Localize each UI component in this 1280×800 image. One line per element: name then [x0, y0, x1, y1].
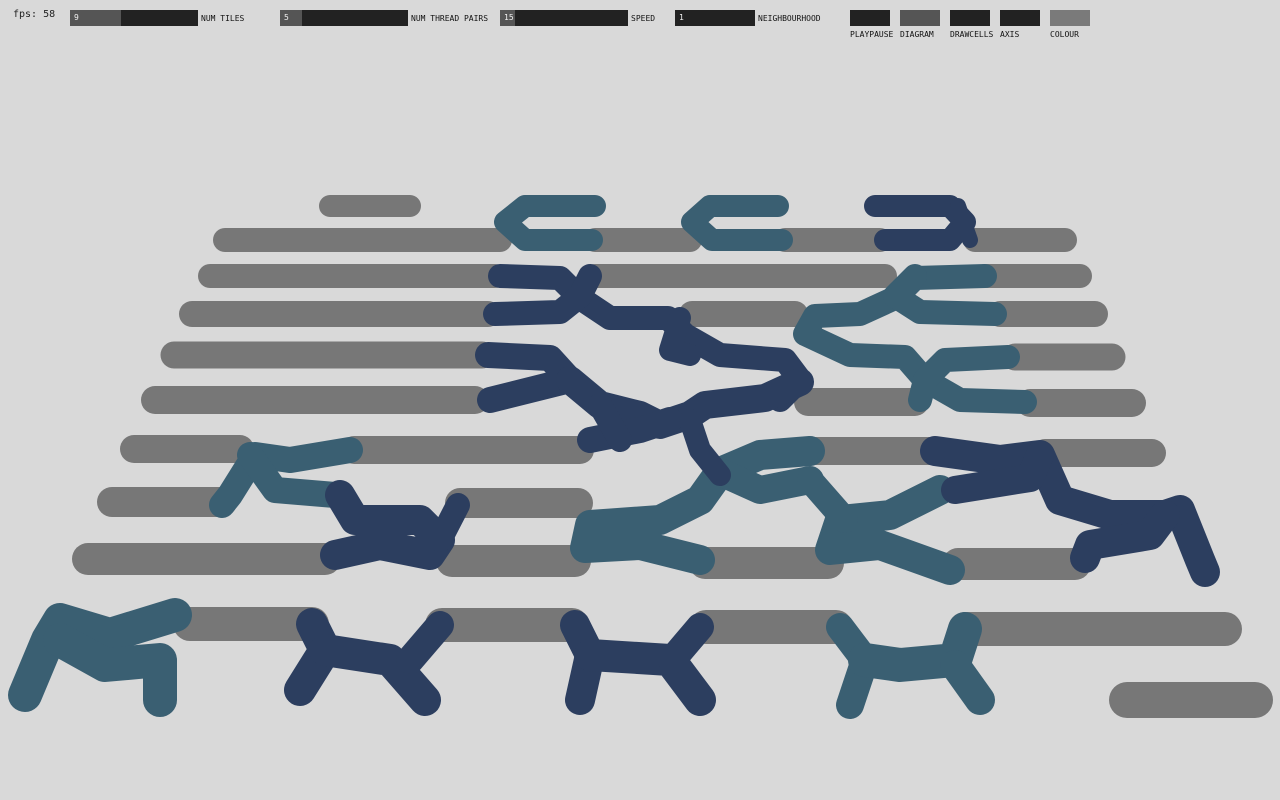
crossing-thread	[679, 409, 731, 486]
crossing-thread	[797, 467, 858, 533]
drawcells-label: DRAWCELLS	[950, 30, 994, 39]
slider-fill	[70, 10, 121, 26]
crossing-thread	[483, 264, 602, 326]
num-thread-pairs-slider[interactable]: 5	[280, 10, 408, 26]
colour-toggle[interactable]	[1050, 10, 1090, 26]
crossing-thread	[570, 436, 825, 575]
axis-label: AXIS	[1000, 30, 1020, 39]
crossing-thread	[1070, 500, 1180, 573]
slider-value: 1	[679, 13, 684, 22]
neighbourhood-label: NEIGHBOURHOOD	[758, 14, 821, 23]
crossing-thread	[309, 634, 441, 716]
crossing-thread	[428, 493, 470, 552]
crossing-thread	[920, 436, 1220, 587]
crossing-thread	[658, 613, 714, 674]
neighbourhood-slider[interactable]: 1	[675, 10, 755, 26]
num-tiles-slider[interactable]: 9	[70, 10, 198, 26]
crossing-thread	[681, 195, 793, 251]
crossing-thread	[237, 442, 348, 508]
crossing-thread	[908, 345, 1020, 412]
crossing-thread	[588, 393, 632, 452]
slider-value: 5	[284, 13, 289, 22]
diagram-toggle[interactable]	[900, 10, 940, 26]
crossing-thread	[494, 195, 606, 251]
crossing-thread	[43, 623, 177, 717]
crossing-thread	[815, 475, 965, 585]
num-tiles-label: NUM TILES	[201, 14, 245, 23]
fps-readout: fps: 58	[13, 9, 56, 20]
crossing-thread	[848, 612, 982, 682]
diagram-label: DIAGRAM	[900, 30, 934, 39]
playpause-label: PLAYPAUSE	[850, 30, 894, 39]
grey-threads	[72, 195, 1273, 718]
colour-label: COLOUR	[1050, 30, 1079, 39]
crossing-thread	[941, 441, 1054, 504]
crossing-thread	[659, 307, 701, 366]
slider-fill	[500, 10, 515, 26]
crossing-thread	[883, 264, 1007, 326]
crossing-thread	[940, 650, 995, 715]
crossing-thread	[475, 342, 583, 413]
drawcells-toggle[interactable]	[950, 10, 990, 26]
speed-slider[interactable]: 15	[500, 10, 628, 26]
crossing-thread	[396, 611, 454, 674]
speed-label: SPEED	[631, 14, 656, 23]
crossing-thread	[320, 480, 455, 570]
crossing-thread	[8, 598, 192, 712]
crossing-thread	[706, 458, 824, 504]
axis-toggle[interactable]	[1000, 10, 1040, 26]
teal-threads	[8, 195, 1037, 719]
slider-value: 9	[74, 13, 79, 22]
navy-threads	[284, 195, 1220, 716]
num-thread-pairs-label: NUM THREAD PAIRS	[411, 14, 489, 23]
slider-fill	[280, 10, 302, 26]
slider-value: 15	[504, 13, 514, 22]
crossing-thread	[950, 198, 978, 248]
playpause-toggle[interactable]	[850, 10, 890, 26]
